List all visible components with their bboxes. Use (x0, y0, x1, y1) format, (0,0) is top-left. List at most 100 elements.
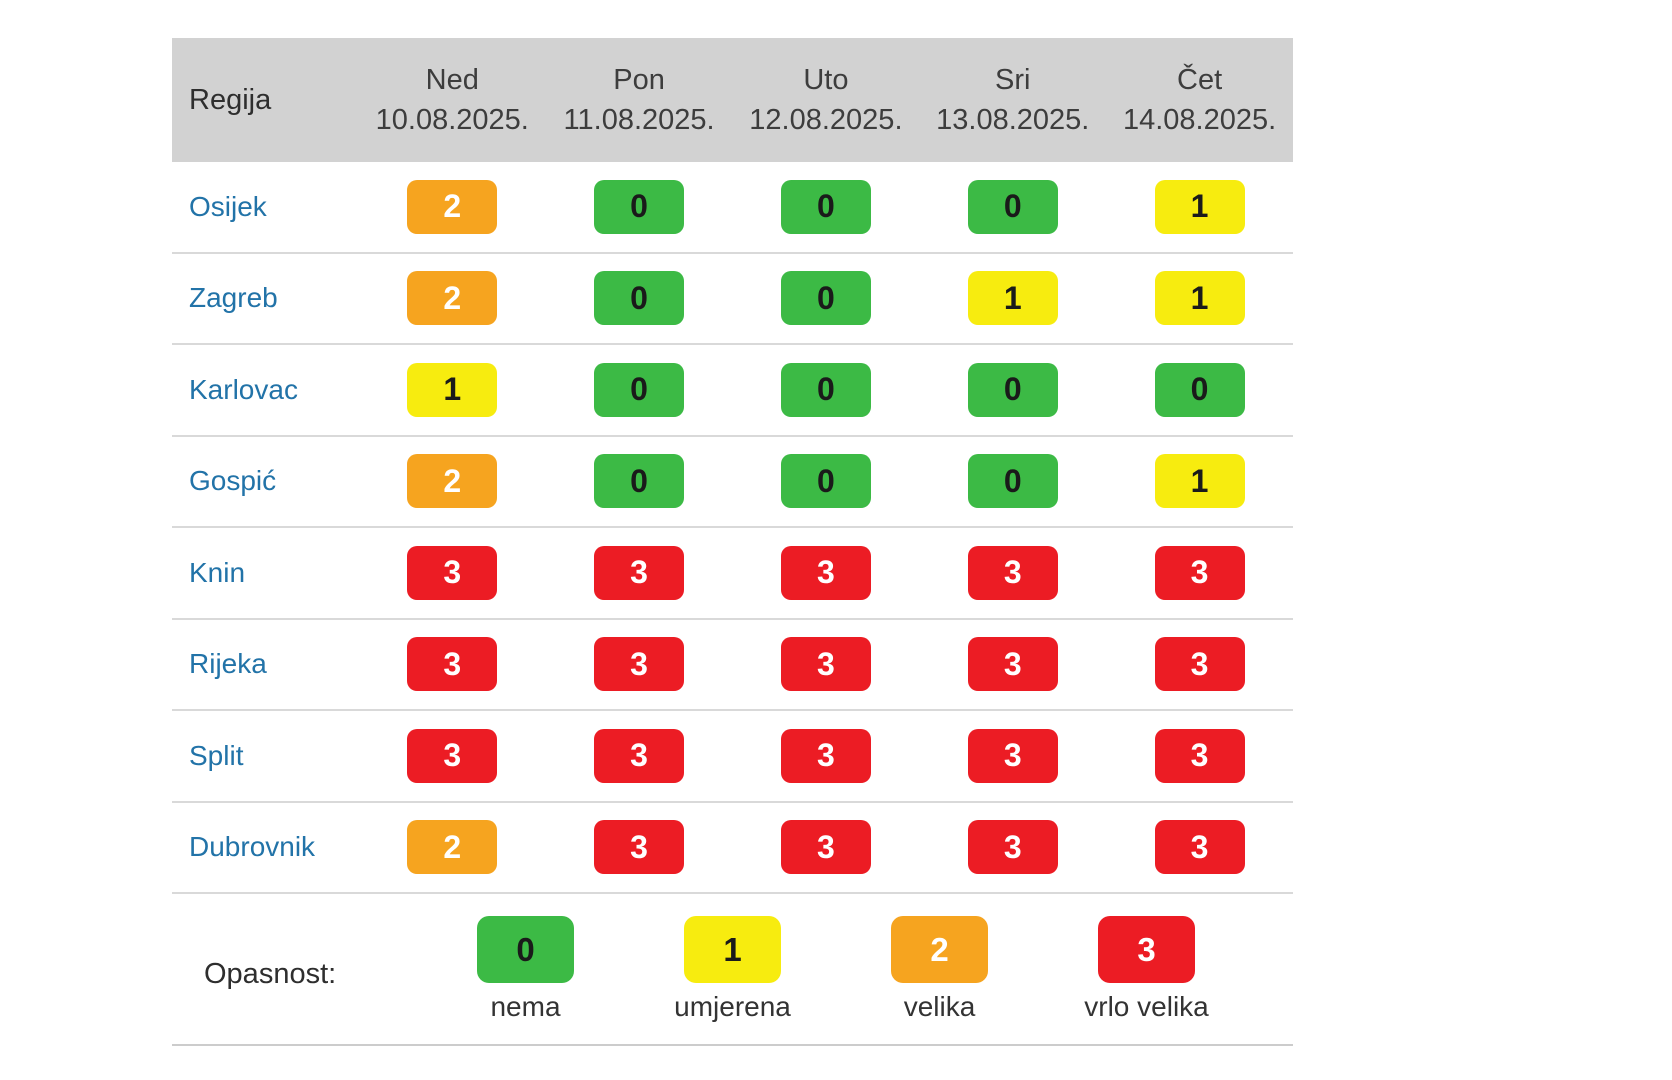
table-cell: 3 (546, 545, 733, 600)
table-cell: 1 (1106, 454, 1293, 509)
table-cell: 3 (732, 728, 919, 783)
legend-item: 2 velika (836, 916, 1043, 1044)
day-date: 14.08.2025. (1122, 104, 1277, 136)
danger-badge-level-3: 3 (1154, 820, 1245, 875)
table-row: Knin 3 3 3 3 3 (172, 528, 1293, 620)
table-cell: 3 (359, 545, 546, 600)
table-cell: 0 (919, 179, 1106, 234)
danger-badge-level-2: 2 (407, 271, 498, 326)
table-cell: 3 (546, 820, 733, 875)
danger-badge-level-2: 2 (407, 179, 498, 234)
danger-badge-level-1: 1 (1154, 454, 1245, 509)
table-cell: 2 (359, 271, 546, 326)
table-cell: 0 (546, 271, 733, 326)
region-name[interactable]: Split (189, 739, 244, 771)
table-cell: 3 (732, 545, 919, 600)
table-row: Dubrovnik 2 3 3 3 3 (172, 803, 1293, 894)
legend: Opasnost: 0 nema 1 umjerena 2 velika 3 vrlo vel… (172, 894, 1293, 1046)
day-name: Čet (1177, 63, 1223, 96)
danger-badge-level-0: 0 (594, 271, 685, 326)
column-header-day-1: Ned 10.08.2025. (359, 38, 546, 162)
region-name[interactable]: Karlovac (189, 373, 298, 405)
table-cell: 0 (1106, 362, 1293, 417)
region-name[interactable]: Knin (189, 556, 246, 588)
danger-badge-legend-3: 3 (1098, 916, 1195, 983)
table-cell: 1 (919, 271, 1106, 326)
column-header-day-2: Pon 11.08.2025. (546, 38, 733, 162)
danger-badge-level-3: 3 (1154, 728, 1245, 783)
danger-badge-legend-0: 0 (477, 916, 574, 983)
danger-badge-level-3: 3 (780, 820, 871, 875)
danger-badge-level-0: 0 (594, 454, 685, 509)
legend-item-label: nema (490, 991, 561, 1022)
legend-item-label: velika (903, 991, 976, 1022)
danger-badge-level-3: 3 (967, 728, 1058, 783)
table-cell: 3 (919, 820, 1106, 875)
table-cell: 3 (1106, 637, 1293, 692)
danger-badge-legend-2: 2 (891, 916, 988, 983)
danger-badge-level-3: 3 (780, 637, 871, 692)
table-cell: 0 (732, 271, 919, 326)
danger-badge-level-1: 1 (1154, 271, 1245, 326)
table-row: Gospić 2 0 0 0 1 (172, 437, 1293, 528)
table-cell: 1 (359, 362, 546, 417)
table-cell: 3 (1106, 728, 1293, 783)
day-name: Ned (425, 63, 479, 96)
table-cell: 3 (919, 637, 1106, 692)
danger-badge-level-3: 3 (594, 820, 685, 875)
legend-title: Opasnost: (204, 958, 337, 990)
column-header-day-4: Sri 13.08.2025. (919, 38, 1106, 162)
table-cell: 3 (919, 728, 1106, 783)
table-cell: 0 (546, 179, 733, 234)
danger-badge-level-3: 3 (780, 728, 871, 783)
day-name: Pon (613, 63, 665, 96)
table-cell: 0 (732, 362, 919, 417)
danger-badge-level-0: 0 (1154, 362, 1245, 417)
day-name: Uto (803, 63, 849, 96)
legend-item-label: umjerena (674, 991, 791, 1022)
table-cell: 3 (1106, 545, 1293, 600)
danger-badge-level-0: 0 (967, 454, 1058, 509)
table-cell: 0 (919, 454, 1106, 509)
day-date: 10.08.2025. (375, 104, 529, 136)
day-date: 13.08.2025. (936, 104, 1090, 136)
danger-badge-level-1: 1 (1154, 179, 1245, 234)
table-cell: 0 (732, 179, 919, 234)
danger-badge-level-0: 0 (780, 362, 871, 417)
table-cell: 2 (359, 454, 546, 509)
table-cell: 0 (546, 362, 733, 417)
region-name[interactable]: Dubrovnik (189, 831, 316, 863)
danger-badge-level-3: 3 (407, 728, 498, 783)
legend-item: 0 nema (422, 916, 629, 1044)
region-name[interactable]: Rijeka (189, 648, 267, 680)
table-cell: 1 (1106, 179, 1293, 234)
region-name[interactable]: Osijek (189, 190, 267, 222)
table-cell: 3 (732, 820, 919, 875)
danger-badge-level-3: 3 (1154, 637, 1245, 692)
table-row: Rijeka 3 3 3 3 3 (172, 620, 1293, 711)
table-cell: 3 (359, 728, 546, 783)
danger-badge-level-1: 1 (407, 362, 498, 417)
table-cell: 3 (919, 545, 1106, 600)
danger-badge-level-3: 3 (967, 545, 1058, 600)
danger-badge-level-1: 1 (967, 271, 1058, 326)
column-header-day-3: Uto 12.08.2025. (732, 38, 919, 162)
table-row: Zagreb 2 0 0 1 1 (172, 254, 1293, 345)
danger-badge-level-3: 3 (594, 545, 685, 600)
legend-item: 3 vrlo velika (1043, 916, 1250, 1044)
danger-badge-level-3: 3 (1154, 545, 1245, 600)
table-cell: 1 (1106, 271, 1293, 326)
day-date: 12.08.2025. (749, 104, 903, 136)
table-cell: 3 (359, 637, 546, 692)
table-header: Regija Ned 10.08.2025. Pon 11.08.2025. Uto 12… (172, 38, 1293, 162)
region-name[interactable]: Zagreb (189, 282, 278, 314)
danger-badge-level-0: 0 (594, 179, 685, 234)
danger-badge-level-3: 3 (407, 637, 498, 692)
danger-badge-level-0: 0 (594, 362, 685, 417)
region-name[interactable]: Gospić (189, 465, 277, 497)
danger-badge-level-3: 3 (967, 637, 1058, 692)
table-body: Osijek 2 0 0 0 1 Zagreb 2 0 0 1 1 Karlovac 1 0 0 0 0 Gospi… (172, 162, 1293, 894)
table-cell: 0 (732, 454, 919, 509)
danger-badge-level-3: 3 (594, 637, 685, 692)
